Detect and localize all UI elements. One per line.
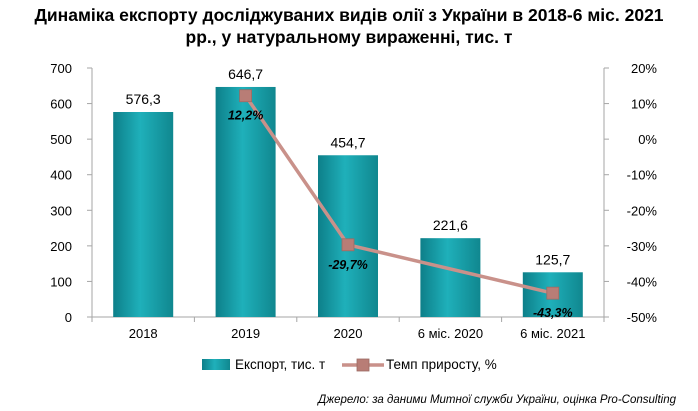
right-axis-tick-label: -30% <box>627 239 658 254</box>
left-axis-tick-label: 200 <box>50 239 72 254</box>
growth-rate-marker <box>239 89 253 103</box>
legend-label-export: Експорт, тис. т <box>235 357 325 372</box>
left-axis-tick-label: 500 <box>50 132 72 147</box>
bar-data-label: 125,7 <box>535 251 570 267</box>
left-axis-tick-label: 0 <box>65 310 72 325</box>
bar <box>113 112 174 317</box>
legend-marker-growth <box>356 358 370 372</box>
bar <box>318 155 378 317</box>
growth-rate-marker <box>546 286 560 300</box>
left-axis-tick-label: 600 <box>50 97 72 112</box>
growth-rate-label: -43,3% <box>533 306 573 320</box>
bar <box>420 238 481 317</box>
left-axis-tick-label: 100 <box>50 274 72 289</box>
growth-rate-line <box>244 94 554 295</box>
bar-data-label: 646,7 <box>228 66 263 82</box>
x-axis-tick-label: 2019 <box>231 326 260 341</box>
x-axis-tick-label: 2020 <box>334 326 363 341</box>
bar-data-label: 454,7 <box>330 134 365 150</box>
x-axis-tick-label: 6 міс. 2021 <box>520 326 585 341</box>
left-axis-tick-label: 400 <box>50 168 72 183</box>
chart-title-line-2: рр., у натуральному вираженні, тис. т <box>185 27 513 47</box>
right-axis-tick-label: -10% <box>627 168 658 183</box>
chart-title: Динаміка експорту досліджуваних видів ол… <box>0 4 698 48</box>
bar-data-label: 221,6 <box>433 217 468 233</box>
x-axis-tick-label: 2018 <box>129 326 158 341</box>
right-axis-tick-label: -50% <box>627 310 658 325</box>
growth-rate-label: -29,7% <box>328 258 368 272</box>
legend-swatch-export <box>202 359 230 370</box>
growth-rate-label: 12,2% <box>228 109 263 123</box>
right-axis-tick-label: -40% <box>627 274 658 289</box>
right-axis-tick-label: 10% <box>631 97 657 112</box>
chart-title-line-1: Динаміка експорту досліджуваних видів ол… <box>34 5 664 25</box>
source-note: Джерело: за даними Митної служби України… <box>318 394 676 406</box>
x-axis-tick-label: 6 міс. 2020 <box>418 326 483 341</box>
left-axis-tick-label: 700 <box>50 61 72 76</box>
right-axis-tick-label: 20% <box>631 61 657 76</box>
legend-label-growth: Темп приросту, % <box>386 357 497 372</box>
bar-data-label: 576,3 <box>126 91 161 107</box>
right-axis-tick-label: -20% <box>627 203 658 218</box>
right-axis-tick-label: 0% <box>638 132 657 147</box>
left-axis-tick-label: 300 <box>50 203 72 218</box>
growth-rate-marker <box>341 238 355 252</box>
